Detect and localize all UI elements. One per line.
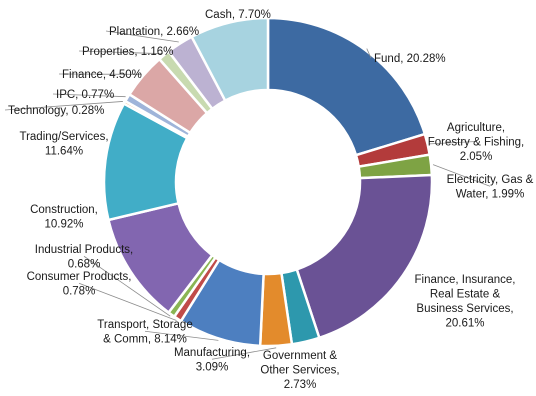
label-plantation: Plantation, 2.66% [109, 26, 199, 38]
leader-agriculture-forestry-fishing [429, 141, 477, 145]
leader-plantation [105, 30, 179, 43]
label-agriculture-forestry-fishing: Agriculture, Forestry & Fishing, 2.05% [428, 122, 525, 163]
data-labels: Fund, 20.28% Agriculture, Forestry & Fishi… [8, 9, 534, 391]
label-transport-storage-comm: Transport, Storage & Comm, 8.14% [97, 319, 192, 346]
label-government-other-services: Government & Other Services, 2.73% [260, 350, 339, 391]
leader-properties [78, 50, 163, 55]
label-finance-insurance-real-estate-business-services: Finance, Insurance, Real Estate & Business… [414, 274, 515, 330]
label-industrial-products: Industrial Products, 0.68% [35, 244, 133, 271]
label-fund: Fund, 20.28% [374, 53, 446, 65]
slice-finance-insurance-real-estate-business-services [295, 173, 434, 340]
slice-cash [190, 16, 270, 103]
donut-slices [102, 16, 434, 348]
label-leader-lines [4, 30, 491, 360]
leader-industrial-products [83, 255, 171, 317]
label-technology: Technology, 0.28% [8, 105, 104, 117]
label-trading-services: Trading/Services, 11.64% [19, 131, 108, 158]
slice-fund [266, 16, 427, 157]
leader-manufacturing [211, 347, 277, 360]
label-ipc: IPC, 0.77% [56, 89, 114, 101]
leader-consumer-products [78, 282, 177, 321]
label-manufacturing: Manufacturing, 3.09% [174, 347, 250, 374]
label-electricity-gas-water: Electricity, Gas & Water, 1.99% [447, 174, 534, 201]
leader-electricity-gas-water [432, 164, 491, 187]
leader-fund [366, 48, 372, 59]
label-properties: Properties, 1.16% [82, 46, 173, 58]
label-finance: Finance, 4.50% [62, 69, 142, 81]
leader-technology [4, 101, 123, 111]
leader-transport-storage-comm [144, 330, 219, 341]
label-construction: Construction, 10.92% [30, 204, 98, 231]
label-consumer-products: Consumer Products, 0.78% [27, 271, 132, 298]
leader-ipc [52, 93, 126, 98]
label-cash: Cash, 7.70% [205, 9, 271, 21]
